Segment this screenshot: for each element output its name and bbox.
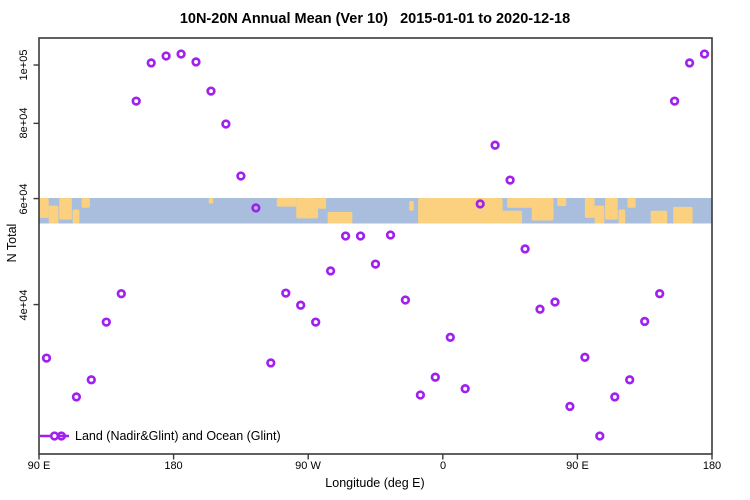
data-point bbox=[550, 297, 560, 307]
land-patch bbox=[48, 205, 59, 224]
data-point bbox=[281, 288, 291, 298]
x-tick-label: 90 W bbox=[295, 460, 321, 472]
plot-title: 10N-20N Annual Mean (Ver 10) 2015-01-01 … bbox=[179, 11, 571, 27]
y-axis-label: N Total bbox=[5, 223, 19, 263]
x-axis-label: Longitude (deg E) bbox=[325, 476, 425, 490]
land-patch bbox=[72, 209, 80, 224]
data-point bbox=[684, 58, 695, 68]
data-point bbox=[176, 49, 186, 59]
data-point bbox=[221, 119, 231, 129]
land-patch bbox=[673, 206, 693, 224]
plot-box bbox=[38, 37, 713, 455]
data-point bbox=[355, 231, 366, 241]
y-tick-label: 8e+04 bbox=[18, 107, 30, 139]
data-point bbox=[251, 203, 261, 213]
data-point bbox=[595, 431, 605, 441]
data-point bbox=[385, 230, 396, 240]
land-patch bbox=[208, 198, 214, 204]
land-patch bbox=[296, 198, 318, 219]
y-tick-label: 6e+04 bbox=[18, 183, 30, 215]
data-point bbox=[191, 57, 201, 67]
x-tick-label: 180 bbox=[702, 460, 722, 472]
land-patch bbox=[507, 198, 533, 208]
data-point bbox=[430, 372, 440, 382]
data-point bbox=[370, 259, 381, 269]
land-patch bbox=[327, 212, 353, 224]
data-point bbox=[311, 317, 321, 327]
data-point bbox=[580, 352, 590, 362]
y-tick-label: 4e+04 bbox=[18, 289, 30, 321]
land-patch bbox=[418, 198, 503, 224]
data-point bbox=[71, 392, 82, 402]
data-point bbox=[505, 175, 515, 185]
land-patch bbox=[81, 198, 90, 208]
data-point bbox=[520, 244, 530, 254]
data-point bbox=[116, 289, 126, 299]
land-patch bbox=[650, 210, 668, 224]
data-point bbox=[86, 375, 96, 385]
data-point bbox=[445, 332, 455, 342]
data-point bbox=[699, 49, 710, 59]
x-tick-label: 180 bbox=[164, 460, 183, 472]
data-point bbox=[610, 392, 620, 402]
land-patch bbox=[409, 201, 414, 211]
data-point bbox=[400, 295, 411, 305]
land-patch bbox=[317, 198, 327, 209]
x-tick-label: 90 E bbox=[27, 460, 51, 472]
data-point bbox=[56, 431, 67, 441]
data-point bbox=[460, 384, 470, 394]
land-patch bbox=[531, 198, 554, 221]
data-point bbox=[236, 171, 246, 181]
data-point bbox=[535, 304, 545, 314]
land-patch bbox=[499, 210, 523, 224]
data-point bbox=[565, 401, 575, 412]
data-point bbox=[266, 358, 276, 368]
data-point bbox=[161, 51, 171, 61]
data-point bbox=[655, 289, 665, 299]
land-patch bbox=[618, 209, 626, 224]
y-tick-label: 1e+05 bbox=[18, 49, 30, 81]
data-point bbox=[669, 96, 680, 106]
x-tick-label: 90 E bbox=[566, 460, 589, 472]
data-point bbox=[625, 375, 635, 385]
data-point bbox=[146, 58, 156, 68]
data-point bbox=[206, 86, 216, 96]
land-patch bbox=[557, 198, 567, 207]
land-patch bbox=[594, 205, 605, 224]
data-point bbox=[415, 390, 426, 400]
data-point bbox=[325, 266, 336, 276]
land-patch bbox=[276, 198, 297, 207]
data-point bbox=[490, 140, 500, 150]
x-tick-label: 0 bbox=[439, 460, 447, 472]
data-point bbox=[131, 96, 141, 106]
land-patch bbox=[605, 198, 618, 220]
land-patch bbox=[39, 198, 49, 218]
data-point bbox=[41, 353, 52, 363]
land-patch bbox=[584, 198, 595, 218]
land-patch bbox=[627, 198, 636, 208]
data-point bbox=[296, 300, 306, 310]
legend-label: Land (Nadir&Glint) and Ocean (Glint) bbox=[75, 429, 281, 443]
data-point bbox=[640, 316, 650, 327]
land-patch bbox=[59, 198, 72, 220]
data-point bbox=[475, 199, 485, 209]
data-point bbox=[101, 317, 111, 327]
data-point bbox=[340, 231, 351, 241]
